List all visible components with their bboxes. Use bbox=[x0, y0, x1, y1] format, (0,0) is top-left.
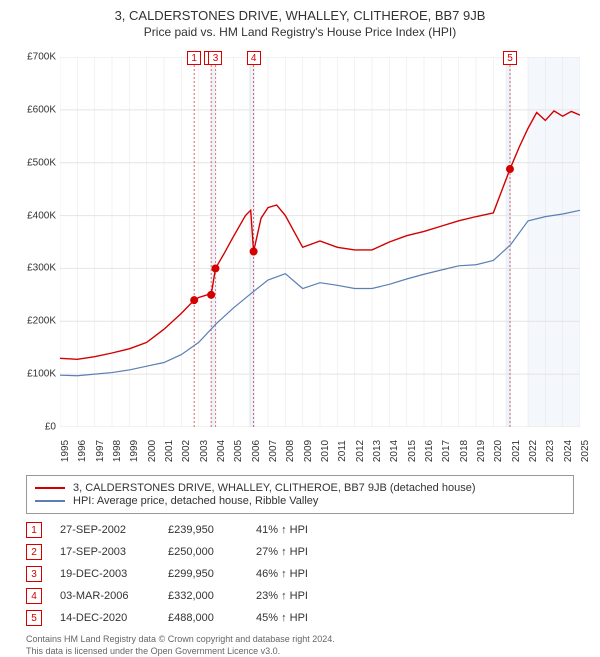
footer: Contains HM Land Registry data © Crown c… bbox=[26, 634, 574, 657]
legend-swatch bbox=[35, 500, 65, 502]
event-price: £332,000 bbox=[168, 590, 238, 602]
footer-line: This data is licensed under the Open Gov… bbox=[26, 646, 574, 657]
event-pct: 41% ↑ HPI bbox=[256, 524, 326, 536]
chart-marker-box: 4 bbox=[247, 51, 261, 65]
event-price: £239,950 bbox=[168, 524, 238, 536]
chart-container: £0£100K£200K£300K£400K£500K£600K£700K199… bbox=[20, 47, 580, 447]
event-row: 2 17-SEP-2003 £250,000 27% ↑ HPI bbox=[26, 544, 574, 560]
event-row: 4 03-MAR-2006 £332,000 23% ↑ HPI bbox=[26, 588, 574, 604]
legend-label: 3, CALDERSTONES DRIVE, WHALLEY, CLITHERO… bbox=[73, 482, 475, 494]
chart-marker-box: 1 bbox=[187, 51, 201, 65]
event-date: 14-DEC-2020 bbox=[60, 612, 150, 624]
y-tick-label: £600K bbox=[20, 104, 56, 115]
footer-line: Contains HM Land Registry data © Crown c… bbox=[26, 634, 574, 646]
event-price: £488,000 bbox=[168, 612, 238, 624]
event-row: 5 14-DEC-2020 £488,000 45% ↑ HPI bbox=[26, 610, 574, 626]
event-row: 3 19-DEC-2003 £299,950 46% ↑ HPI bbox=[26, 566, 574, 582]
event-date: 17-SEP-2003 bbox=[60, 546, 150, 558]
event-number: 3 bbox=[26, 566, 42, 582]
page-subtitle: Price paid vs. HM Land Registry's House … bbox=[8, 25, 592, 39]
plot-area bbox=[60, 57, 580, 427]
event-date: 03-MAR-2006 bbox=[60, 590, 150, 602]
legend-row: 3, CALDERSTONES DRIVE, WHALLEY, CLITHERO… bbox=[35, 482, 565, 494]
event-price: £299,950 bbox=[168, 568, 238, 580]
y-tick-label: £700K bbox=[20, 52, 56, 63]
event-pct: 46% ↑ HPI bbox=[256, 568, 326, 580]
chart-svg bbox=[60, 57, 580, 427]
event-number: 4 bbox=[26, 588, 42, 604]
event-date: 27-SEP-2002 bbox=[60, 524, 150, 536]
event-row: 1 27-SEP-2002 £239,950 41% ↑ HPI bbox=[26, 522, 574, 538]
y-tick-label: £0 bbox=[20, 422, 56, 433]
event-pct: 27% ↑ HPI bbox=[256, 546, 326, 558]
chart-marker-box: 3 bbox=[208, 51, 222, 65]
legend: 3, CALDERSTONES DRIVE, WHALLEY, CLITHERO… bbox=[26, 475, 574, 514]
event-pct: 23% ↑ HPI bbox=[256, 590, 326, 602]
y-tick-label: £100K bbox=[20, 369, 56, 380]
event-date: 19-DEC-2003 bbox=[60, 568, 150, 580]
chart-marker-box: 5 bbox=[503, 51, 517, 65]
legend-label: HPI: Average price, detached house, Ribb… bbox=[73, 495, 318, 507]
y-tick-label: £400K bbox=[20, 210, 56, 221]
y-tick-label: £300K bbox=[20, 263, 56, 274]
event-price: £250,000 bbox=[168, 546, 238, 558]
events-table: 1 27-SEP-2002 £239,950 41% ↑ HPI 2 17-SEP… bbox=[26, 522, 574, 626]
event-number: 1 bbox=[26, 522, 42, 538]
legend-swatch bbox=[35, 487, 65, 489]
legend-row: HPI: Average price, detached house, Ribb… bbox=[35, 495, 565, 507]
page-title: 3, CALDERSTONES DRIVE, WHALLEY, CLITHERO… bbox=[8, 8, 592, 23]
x-tick-label: 2025 bbox=[580, 440, 600, 462]
y-tick-label: £500K bbox=[20, 157, 56, 168]
event-number: 5 bbox=[26, 610, 42, 626]
y-tick-label: £200K bbox=[20, 316, 56, 327]
event-number: 2 bbox=[26, 544, 42, 560]
event-pct: 45% ↑ HPI bbox=[256, 612, 326, 624]
